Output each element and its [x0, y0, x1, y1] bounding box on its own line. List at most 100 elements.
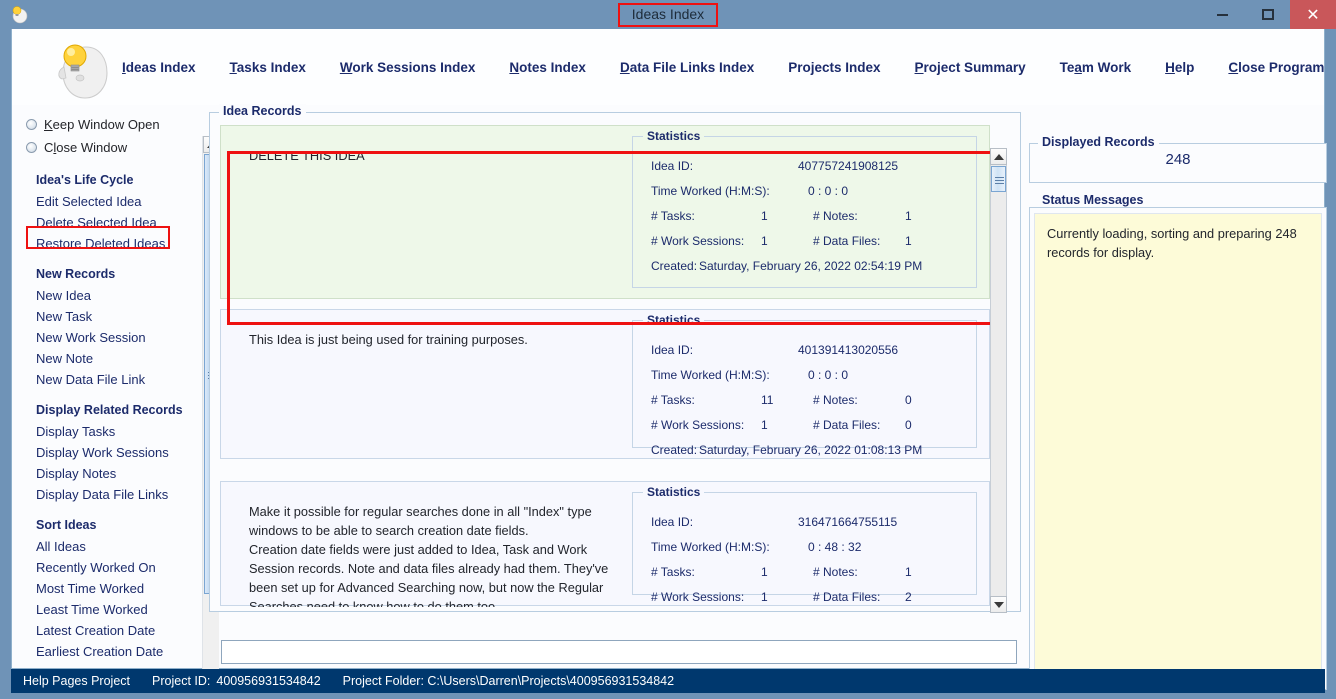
stat-value-work-sessions: 1 — [761, 590, 768, 604]
window-title-container: Ideas Index — [0, 0, 1336, 29]
stat-label-notes: # Notes: — [813, 209, 858, 223]
sidebar-item-new-note[interactable]: New Note — [36, 351, 94, 366]
menu-item-list: Ideas Index Tasks Index Work Sessions Inde… — [122, 29, 1336, 105]
menu-item-team-work[interactable]: Team Work — [1059, 59, 1132, 75]
chevron-up-icon — [993, 153, 1004, 160]
stat-label-time-worked: Time Worked (H:M:S): — [651, 540, 770, 554]
statistics-group: Statistics Idea ID: 401391413020556 Time Wo… — [632, 313, 977, 457]
stat-label-tasks: # Tasks: — [651, 565, 695, 579]
idea-record-card[interactable]: DELETE THIS IDEA Statistics Idea ID: 407757… — [220, 125, 990, 299]
grip-line — [995, 180, 1004, 181]
stat-value-data-files: 0 — [905, 418, 912, 432]
stat-label-data-files: # Data Files: — [813, 418, 881, 432]
sidebar-item-recently-worked-on[interactable]: Recently Worked On — [36, 560, 156, 575]
records-scrollbar[interactable] — [990, 148, 1007, 613]
stat-value-created: Saturday, February 26, 2022 01:08:13 PM — [699, 443, 923, 457]
menu-item-data-file-links-index[interactable]: Data File Links Index — [619, 59, 755, 75]
window-title: Ideas Index — [617, 2, 719, 27]
delete-selected-idea-highlight — [26, 226, 170, 249]
sidebar-heading-new-records: New Records — [36, 267, 116, 281]
status-message-text: Currently loading, sorting and preparing… — [1047, 226, 1297, 260]
stat-value-created: Saturday, February 26, 2022 02:54:19 PM — [699, 259, 923, 273]
stat-value-time-worked: 0 : 48 : 32 — [808, 540, 862, 554]
stat-label-work-sessions: # Work Sessions: — [651, 590, 745, 604]
menu-item-tasks-index[interactable]: Tasks Index — [229, 59, 306, 75]
idea-record-description: Make it possible for regular searches do… — [249, 504, 609, 607]
grip-line — [995, 177, 1004, 178]
sidebar-item-display-data-file-links[interactable]: Display Data File Links — [36, 487, 169, 502]
maximize-icon — [1261, 9, 1274, 20]
sidebar-item-display-notes[interactable]: Display Notes — [36, 466, 117, 481]
client-area: Ideas Index Tasks Index Work Sessions Inde… — [11, 29, 1327, 691]
records-scroll-down-button[interactable] — [990, 596, 1007, 613]
menu-item-close-program[interactable]: Close Program — [1228, 59, 1325, 75]
maximize-button[interactable] — [1245, 0, 1290, 29]
statistics-legend: Statistics — [643, 129, 705, 143]
stat-label-tasks: # Tasks: — [651, 209, 695, 223]
stat-value-tasks: 1 — [761, 565, 768, 579]
stat-label-notes: # Notes: — [813, 565, 858, 579]
statistics-legend: Statistics — [643, 313, 705, 327]
stat-label-created: Created: — [651, 259, 698, 273]
statusbar-project-name: Help Pages Project — [23, 674, 131, 688]
stat-value-tasks: 1 — [761, 209, 768, 223]
sidebar-item-new-data-file-link[interactable]: New Data File Link — [36, 372, 146, 387]
menu-item-work-sessions-index[interactable]: Work Sessions Index — [339, 59, 476, 75]
sidebar-item-most-time-worked[interactable]: Most Time Worked — [36, 581, 145, 596]
stat-label-time-worked: Time Worked (H:M:S): — [651, 184, 770, 198]
menu-item-notes-index[interactable]: Notes Index — [509, 59, 586, 75]
statistics-legend: Statistics — [643, 485, 705, 499]
stat-value-idea-id: 401391413020556 — [798, 343, 899, 357]
stat-value-work-sessions: 1 — [761, 418, 768, 432]
radio-close-window[interactable]: Close Window — [26, 138, 127, 156]
radio-label: Keep Window Open — [44, 116, 160, 132]
search-input[interactable] — [221, 640, 1017, 664]
sidebar-item-all-ideas[interactable]: All Ideas — [36, 539, 86, 554]
menu-item-help[interactable]: Help — [1165, 59, 1195, 75]
records-scroll-up-button[interactable] — [990, 148, 1007, 165]
stat-value-time-worked: 0 : 0 : 0 — [808, 184, 849, 198]
grip-line — [995, 183, 1004, 184]
idea-records-list: DELETE THIS IDEA Statistics Idea ID: 407757… — [214, 117, 1016, 607]
radio-indicator-icon — [26, 141, 37, 153]
sidebar-item-edit-selected-idea[interactable]: Edit Selected Idea — [36, 194, 142, 209]
idea-records-legend: Idea Records — [219, 104, 306, 118]
stat-label-idea-id: Idea ID: — [651, 159, 694, 173]
sidebar-item-new-work-session[interactable]: New Work Session — [36, 330, 146, 345]
sidebar-heading-display-related-records: Display Related Records — [36, 403, 183, 417]
sidebar-item-earliest-creation-date[interactable]: Earliest Creation Date — [36, 644, 164, 659]
stat-value-idea-id: 407757241908125 — [798, 159, 899, 173]
status-bar: Help Pages Project Project ID: 400956931… — [11, 669, 1325, 693]
idea-record-card[interactable]: Make it possible for regular searches do… — [220, 481, 990, 607]
sidebar-item-new-task[interactable]: New Task — [36, 309, 93, 324]
displayed-records-group — [1029, 143, 1327, 183]
close-button[interactable]: ✕ — [1290, 0, 1336, 29]
sidebar-heading-sort-ideas: Sort Ideas — [36, 518, 97, 532]
radio-label: Close Window — [44, 139, 128, 155]
menu-item-project-summary[interactable]: Project Summary — [914, 59, 1026, 75]
chevron-down-icon — [993, 601, 1004, 608]
sidebar-item-display-tasks[interactable]: Display Tasks — [36, 424, 116, 439]
stat-value-notes: 0 — [905, 393, 912, 407]
idea-record-card[interactable]: This Idea is just being used for trainin… — [220, 309, 990, 459]
sidebar-item-least-time-worked[interactable]: Least Time Worked — [36, 602, 148, 617]
statistics-group: Statistics Idea ID: 316471664755115 Time Wo… — [632, 485, 977, 604]
displayed-records-legend: Displayed Records — [1038, 135, 1159, 149]
statusbar-project-id-label: Project ID: — [152, 674, 211, 688]
sidebar-heading-idea-s-life-cycle: Idea's Life Cycle — [36, 173, 134, 187]
stat-label-time-worked: Time Worked (H:M:S): — [651, 368, 770, 382]
menu-item-projects-index[interactable]: Projects Index — [788, 59, 881, 75]
sidebar-item-display-work-sessions[interactable]: Display Work Sessions — [36, 445, 169, 460]
menu-item-ideas-index[interactable]: Ideas Index — [122, 59, 196, 75]
stat-label-data-files: # Data Files: — [813, 590, 881, 604]
stat-value-notes: 1 — [905, 209, 912, 223]
minimize-button[interactable] — [1200, 0, 1245, 29]
sidebar-item-latest-creation-date[interactable]: Latest Creation Date — [36, 623, 156, 638]
stat-label-idea-id: Idea ID: — [651, 343, 694, 357]
stat-label-idea-id: Idea ID: — [651, 515, 694, 529]
radio-keep-window-open[interactable]: Keep Window Open — [26, 115, 160, 133]
lightbulb-head-icon — [12, 6, 28, 24]
records-scroll-thumb[interactable] — [991, 166, 1006, 192]
sidebar-item-new-idea[interactable]: New Idea — [36, 288, 91, 303]
